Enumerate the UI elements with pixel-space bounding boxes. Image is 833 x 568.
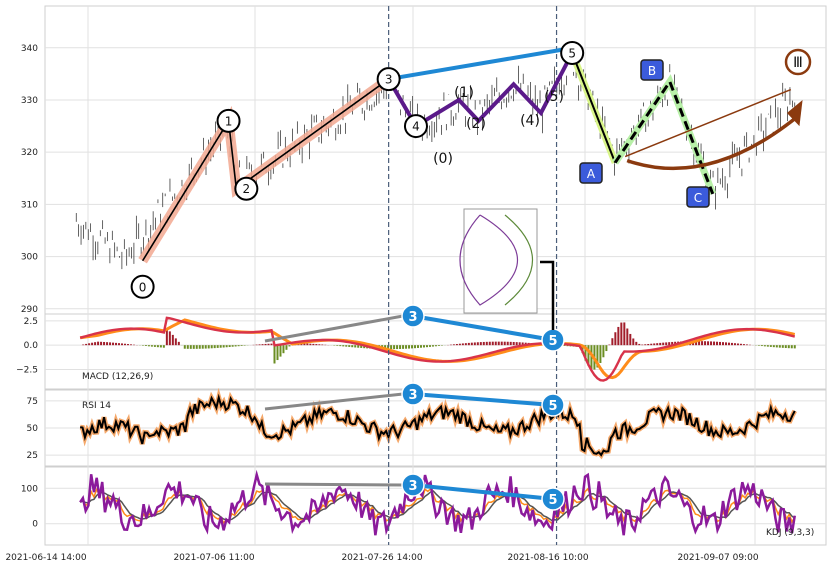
arrow-head	[786, 99, 803, 127]
y-tick-label: 330	[21, 96, 38, 106]
wave-label: 3	[385, 73, 393, 87]
corrective-dash	[613, 78, 715, 195]
blue-divergence-line	[412, 314, 554, 342]
sub-wave-label: (0)	[433, 151, 453, 167]
inset-curve	[504, 214, 534, 306]
y-tick-label: −2.5	[16, 366, 38, 376]
divergence-label: 5	[548, 399, 557, 414]
y-tick-label: 100	[21, 484, 38, 494]
corrective-marker	[579, 162, 603, 184]
kdj-label: KDJ (9,3,3)	[766, 528, 814, 538]
x-tick-label: 2021-09-07 09:00	[677, 553, 758, 563]
y-tick-label: 50	[27, 424, 39, 434]
y-tick-label: 2.5	[24, 317, 38, 327]
rsi-glow	[79, 387, 797, 460]
y-tick-label: 75	[27, 397, 38, 407]
divergence-label: 3	[408, 310, 417, 325]
divergence-marker	[401, 304, 425, 328]
rsi-label: RSI 14	[82, 401, 111, 411]
wave-marker	[376, 67, 401, 92]
connector-line	[540, 260, 555, 330]
wave-label: 0	[139, 280, 147, 294]
degree-label: Ⅲ	[793, 55, 803, 71]
wave-marker	[216, 108, 241, 133]
wave-label: 4	[412, 120, 420, 134]
wave-label: 5	[568, 46, 576, 60]
degree-marker	[784, 48, 812, 76]
axis-ticks: 3403303203103002902.50.0−2.5755025100020…	[5, 44, 758, 563]
blue-divergence-line	[412, 392, 554, 407]
sub-wave-label: (4)	[520, 113, 540, 129]
wave-marker	[130, 274, 155, 299]
y-tick-label: 300	[21, 253, 38, 263]
projection-arrow	[626, 114, 800, 171]
macd-panel	[44, 313, 827, 390]
grey-divergence-line	[264, 482, 404, 487]
macd-label: MACD (12,26,9)	[82, 372, 153, 382]
x-tick-label: 2021-07-06 11:00	[173, 553, 254, 563]
wave-label: 1	[225, 114, 233, 128]
divergence-marker	[541, 393, 565, 417]
wave-marker	[560, 40, 585, 65]
wave-marker	[234, 176, 259, 201]
corrective-marker	[686, 186, 710, 208]
inset-image	[463, 208, 538, 314]
divergence-label: 3	[408, 388, 417, 403]
divergence-line	[388, 46, 573, 82]
wave-annotations: 0 1 2 3 4 5 (0) (1) (2) (4)(5) A B C Ⅲ 3 5 3 5 3 5	[130, 6, 812, 545]
x-tick-label: 2021-08-16 10:00	[507, 553, 588, 563]
rsi-line	[80, 393, 796, 457]
rsi-series	[79, 387, 797, 460]
kdj-series	[79, 469, 796, 536]
y-tick-label: 25	[27, 451, 38, 461]
sub-wave-label: (2)	[466, 116, 486, 132]
kdj-j-line	[79, 469, 796, 536]
divergence-marker	[401, 382, 425, 406]
divergence-label: 5	[548, 334, 557, 349]
divergence-label: 3	[408, 479, 417, 494]
wave-label: 2	[243, 182, 251, 196]
corrective-line	[571, 52, 617, 163]
divergence-marker	[401, 473, 425, 497]
divergence-marker	[541, 487, 565, 511]
inset-curve	[459, 214, 518, 306]
y-tick-label: 310	[21, 200, 38, 210]
x-tick-label: 2021-07-26 14:00	[341, 553, 422, 563]
gridlines	[45, 6, 826, 545]
projection-line	[624, 88, 792, 158]
corrective-marker	[640, 59, 664, 81]
y-tick-label: 340	[21, 44, 38, 54]
kdj-panel	[44, 466, 827, 546]
corrective-label: C	[694, 191, 702, 205]
y-tick-label: 0	[32, 520, 38, 530]
y-tick-label: 320	[21, 148, 38, 158]
y-tick-label: 0.0	[24, 341, 39, 351]
y-tick-label: 290	[21, 305, 38, 315]
kdj-k-line	[79, 485, 796, 525]
grey-divergence-line	[264, 392, 404, 411]
grey-divergence-line	[264, 314, 404, 343]
sub-wave-label: (1)	[454, 85, 474, 101]
corrective-label: A	[587, 167, 596, 181]
corrective-label: B	[648, 64, 656, 78]
blue-divergence-line	[412, 483, 554, 501]
wave-marker	[403, 114, 428, 139]
divergence-label: 5	[548, 493, 557, 508]
x-tick-label: 2021-06-14 14:00	[5, 553, 86, 563]
macd-line	[79, 316, 796, 382]
impulse-line	[141, 78, 390, 262]
corrective-glow	[612, 74, 717, 196]
macd-series	[79, 316, 796, 382]
sub-wave-label: (5)	[544, 89, 564, 105]
